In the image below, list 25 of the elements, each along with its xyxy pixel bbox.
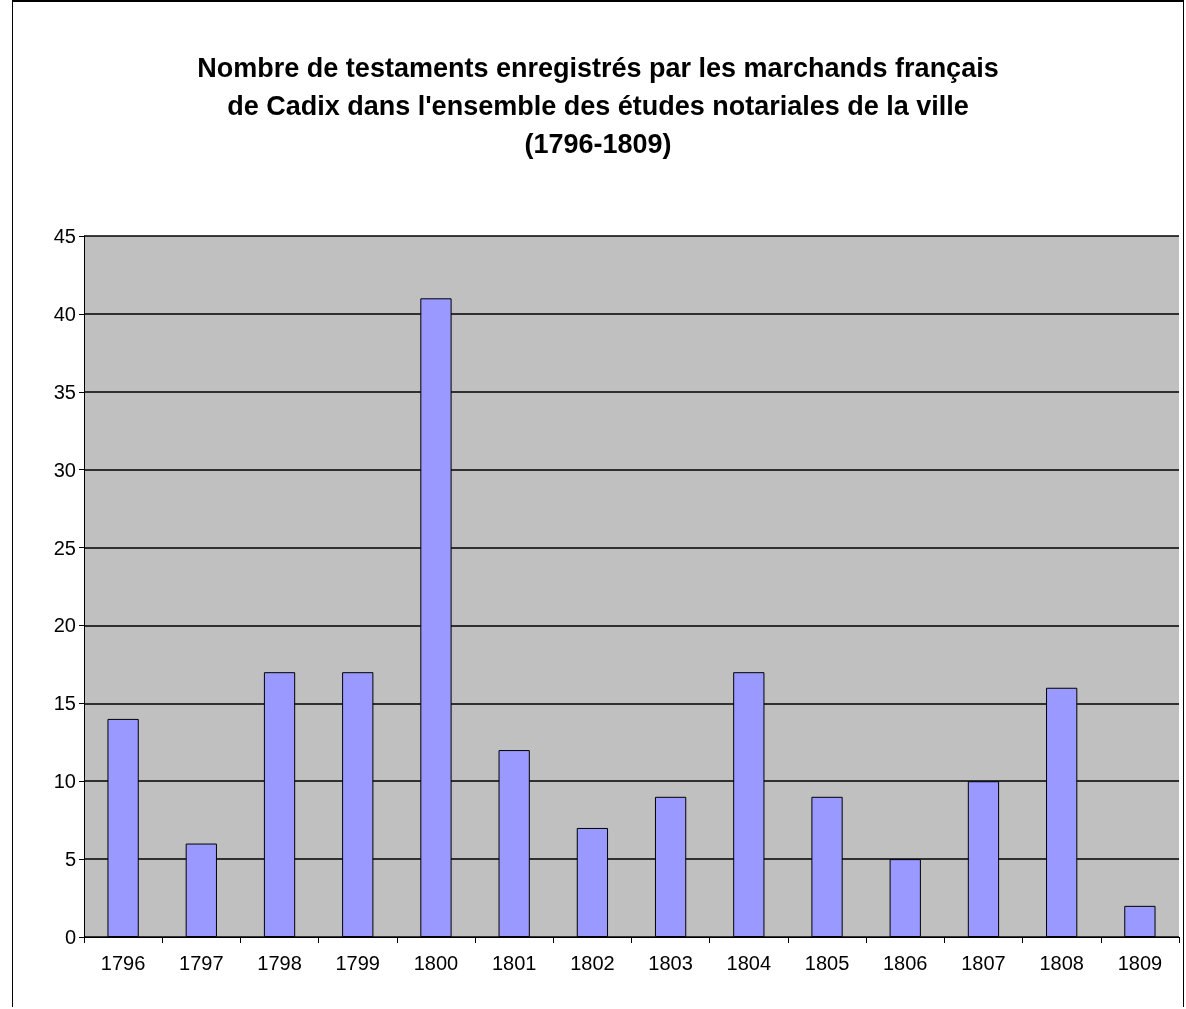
x-tick-label: 1809	[1117, 952, 1163, 974]
x-tick-label: 1796	[100, 952, 146, 974]
x-tick-label: 1799	[335, 952, 380, 974]
x-tick-label: 1804	[726, 952, 772, 974]
x-tick-label: 1800	[413, 952, 459, 974]
y-tick-label: 15	[53, 692, 76, 715]
x-tick-label: 1803	[648, 952, 693, 974]
x-tick-label: 1808	[1039, 952, 1084, 974]
x-tick-label: 1807	[961, 952, 1006, 974]
x-tick-label: 1798	[257, 952, 302, 974]
y-tick-label: 35	[53, 380, 76, 403]
y-tick-label: 20	[53, 614, 76, 637]
x-tick-label: 1797	[179, 952, 224, 974]
x-tick-label: 1802	[570, 952, 615, 974]
y-tick-label: 0	[64, 926, 76, 948]
chart-title: Nombre de testaments enregistrés par les marchands français de Cadix dans l'ensemble des études notariales de la ville (1796-1809)	[197, 53, 999, 159]
x-tick-label: 1806	[883, 952, 928, 974]
y-tick-label: 25	[53, 536, 76, 559]
y-tick-label: 5	[64, 848, 76, 871]
y-tick-label: 10	[53, 770, 76, 793]
x-tick-label: 1801	[491, 952, 537, 974]
x-tick-label: 1805	[804, 952, 850, 974]
y-tick-label: 45	[53, 225, 76, 247]
y-tick-label: 30	[53, 458, 76, 481]
y-tick-label: 40	[53, 302, 76, 325]
